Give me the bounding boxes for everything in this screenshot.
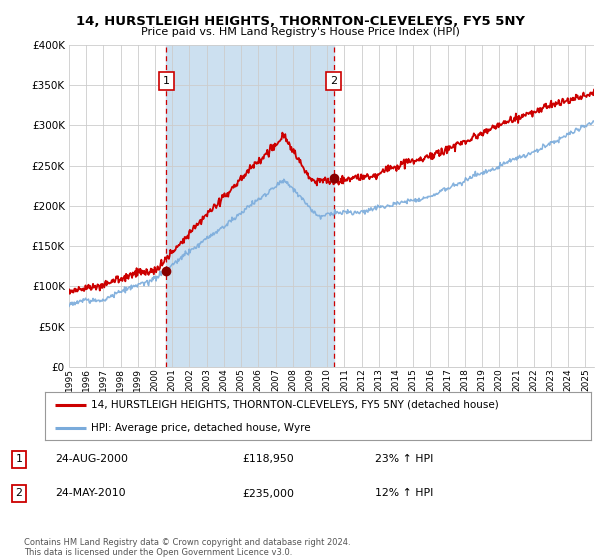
Bar: [166, 45, 334, 367]
Text: 2: 2: [16, 488, 22, 498]
Text: Price paid vs. HM Land Registry's House Price Index (HPI): Price paid vs. HM Land Registry's House …: [140, 27, 460, 37]
Text: 1: 1: [163, 76, 170, 86]
Text: 12% ↑ HPI: 12% ↑ HPI: [375, 488, 433, 498]
Text: 23% ↑ HPI: 23% ↑ HPI: [375, 454, 433, 464]
Text: 14, HURSTLEIGH HEIGHTS, THORNTON-CLEVELEYS, FY5 5NY: 14, HURSTLEIGH HEIGHTS, THORNTON-CLEVELE…: [76, 15, 524, 27]
Text: £235,000: £235,000: [242, 488, 295, 498]
Text: 24-AUG-2000: 24-AUG-2000: [55, 454, 128, 464]
Text: Contains HM Land Registry data © Crown copyright and database right 2024.
This d: Contains HM Land Registry data © Crown c…: [24, 538, 350, 557]
Text: £118,950: £118,950: [242, 454, 294, 464]
Text: HPI: Average price, detached house, Wyre: HPI: Average price, detached house, Wyre: [91, 423, 311, 433]
Text: 24-MAY-2010: 24-MAY-2010: [55, 488, 126, 498]
Text: 2: 2: [331, 76, 337, 86]
Text: 14, HURSTLEIGH HEIGHTS, THORNTON-CLEVELEYS, FY5 5NY (detached house): 14, HURSTLEIGH HEIGHTS, THORNTON-CLEVELE…: [91, 400, 499, 410]
Text: 1: 1: [16, 454, 22, 464]
